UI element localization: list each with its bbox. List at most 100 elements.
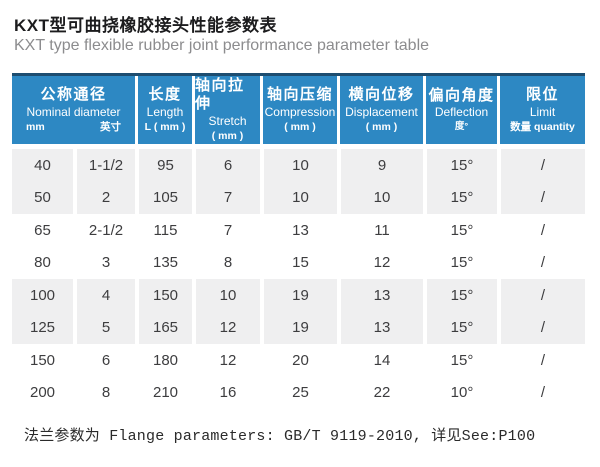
table-cell: 95	[135, 149, 192, 182]
table-cell: /	[497, 311, 585, 344]
header-unit-row: mm 英寸	[12, 121, 135, 134]
table-cell: 100	[12, 279, 73, 312]
header-unit-mm: mm	[26, 120, 45, 133]
table-cell: 19	[260, 311, 337, 344]
table-cell: 7	[192, 181, 260, 214]
footer-note: 法兰参数为 Flange parameters: GB/T 9119-2010,…	[24, 428, 536, 445]
table-cell: 13	[337, 279, 423, 312]
table-cell: 10	[260, 149, 337, 182]
table-cell: 165	[135, 311, 192, 344]
header-en-label: Displacement	[345, 104, 418, 119]
header-cell-deflection: 偏向角度 Deflection 度°	[423, 76, 497, 144]
header-cell-displacement: 横向位移 Displacement ( mm )	[337, 76, 423, 144]
table-cell: 12	[192, 311, 260, 344]
table-cell: 8	[192, 246, 260, 279]
table-cell: 15°	[423, 246, 497, 279]
table-cell: 15°	[423, 149, 497, 182]
header-zh-label: 公称通径	[40, 86, 107, 104]
table-cell: 10	[192, 279, 260, 312]
table-row: 50 2 105 7 10 10 15° /	[12, 181, 585, 214]
header-zh-label: 长度	[148, 86, 182, 104]
table-row: 100 4 150 10 19 13 15° /	[12, 279, 585, 312]
header-cell-nominal-diameter: 公称通径 Nominal diameter mm 英寸	[12, 76, 135, 144]
table-header: 公称通径 Nominal diameter mm 英寸 长度 Length L …	[12, 73, 585, 144]
table-cell: /	[497, 279, 585, 312]
header-unit: ( mm )	[365, 120, 398, 133]
header-unit-inch: 英寸	[100, 120, 121, 133]
header-zh-label: 偏向角度	[428, 86, 495, 104]
table-row: 200 8 210 16 25 22 10° /	[12, 376, 585, 409]
header-cell-limit: 限位 Limit 数量 quantity	[497, 76, 585, 144]
header-cell-length: 长度 Length L ( mm )	[135, 76, 192, 144]
header-en-label: Nominal diameter	[26, 104, 121, 119]
header-en-label: Stretch	[208, 114, 247, 129]
table-row: 65 2-1/2 115 7 13 11 15° /	[12, 214, 585, 247]
table-cell: 7	[192, 214, 260, 247]
table-cell: 200	[12, 376, 73, 409]
table-cell: 1-1/2	[73, 149, 135, 182]
table-cell: 15°	[423, 279, 497, 312]
table-cell: 20	[260, 344, 337, 377]
table-cell: 22	[337, 376, 423, 409]
page-subtitle: KXT type flexible rubber joint performan…	[14, 37, 430, 54]
table-cell: 40	[12, 149, 73, 182]
table-cell: 15°	[423, 181, 497, 214]
table-cell: /	[497, 376, 585, 409]
table-row: 80 3 135 8 15 12 15° /	[12, 246, 585, 279]
header-unit: 数量 quantity	[510, 120, 575, 133]
header-zh-label: 横向位移	[348, 86, 415, 104]
table-cell: 210	[135, 376, 192, 409]
table-cell: 4	[73, 279, 135, 312]
table-row: 125 5 165 12 19 13 15° /	[12, 311, 585, 344]
table-cell: /	[497, 344, 585, 377]
table-cell: 12	[192, 344, 260, 377]
table-cell: 5	[73, 311, 135, 344]
table-cell: /	[497, 149, 585, 182]
header-en-label: Deflection	[434, 105, 489, 120]
page-title: KXT型可曲挠橡胶接头性能参数表	[14, 16, 277, 35]
table-cell: 80	[12, 246, 73, 279]
header-en-label: Length	[146, 104, 184, 119]
table-cell: 180	[135, 344, 192, 377]
table-cell: 9	[337, 149, 423, 182]
table-cell: 12	[337, 246, 423, 279]
parameter-table: 公称通径 Nominal diameter mm 英寸 长度 Length L …	[12, 73, 585, 409]
table-cell: 150	[135, 279, 192, 312]
table-cell: /	[497, 246, 585, 279]
table-cell: 16	[192, 376, 260, 409]
header-unit: ( mm )	[211, 130, 244, 143]
header-unit: ( mm )	[284, 120, 316, 133]
table-cell: 150	[12, 344, 73, 377]
header-en-label: Compression	[264, 104, 336, 119]
table-cell: 10	[260, 181, 337, 214]
header-cell-stretch: 轴向拉伸 Stretch ( mm )	[192, 76, 260, 144]
table-cell: /	[497, 214, 585, 247]
table-row: 40 1-1/2 95 6 10 9 15° /	[12, 149, 585, 182]
table-cell: 115	[135, 214, 192, 247]
table-cell: 50	[12, 181, 73, 214]
table-cell: 6	[73, 344, 135, 377]
table-cell: /	[497, 181, 585, 214]
header-unit: L ( mm )	[144, 120, 186, 133]
table-cell: 3	[73, 246, 135, 279]
table-cell: 15°	[423, 214, 497, 247]
table-cell: 125	[12, 311, 73, 344]
header-zh-label: 轴向压缩	[266, 86, 333, 104]
table-row: 150 6 180 12 20 14 15° /	[12, 344, 585, 377]
header-cell-compression: 轴向压缩 Compression ( mm )	[260, 76, 337, 144]
table-cell: 2	[73, 181, 135, 214]
table-cell: 14	[337, 344, 423, 377]
table-cell: 11	[337, 214, 423, 247]
table-cell: 10°	[423, 376, 497, 409]
table-cell: 15	[260, 246, 337, 279]
table-body: 40 1-1/2 95 6 10 9 15°/50 2 105 7 10 10 15°/65 2-1/2 1…	[12, 149, 585, 409]
table-cell: 13	[260, 214, 337, 247]
table-cell: 25	[260, 376, 337, 409]
table-cell: 6	[192, 149, 260, 182]
header-zh-label: 限位	[525, 86, 559, 104]
table-cell: 15°	[423, 311, 497, 344]
header-unit: 度°	[454, 121, 469, 133]
table-cell: 15°	[423, 344, 497, 377]
header-en-label: Limit	[529, 104, 556, 119]
